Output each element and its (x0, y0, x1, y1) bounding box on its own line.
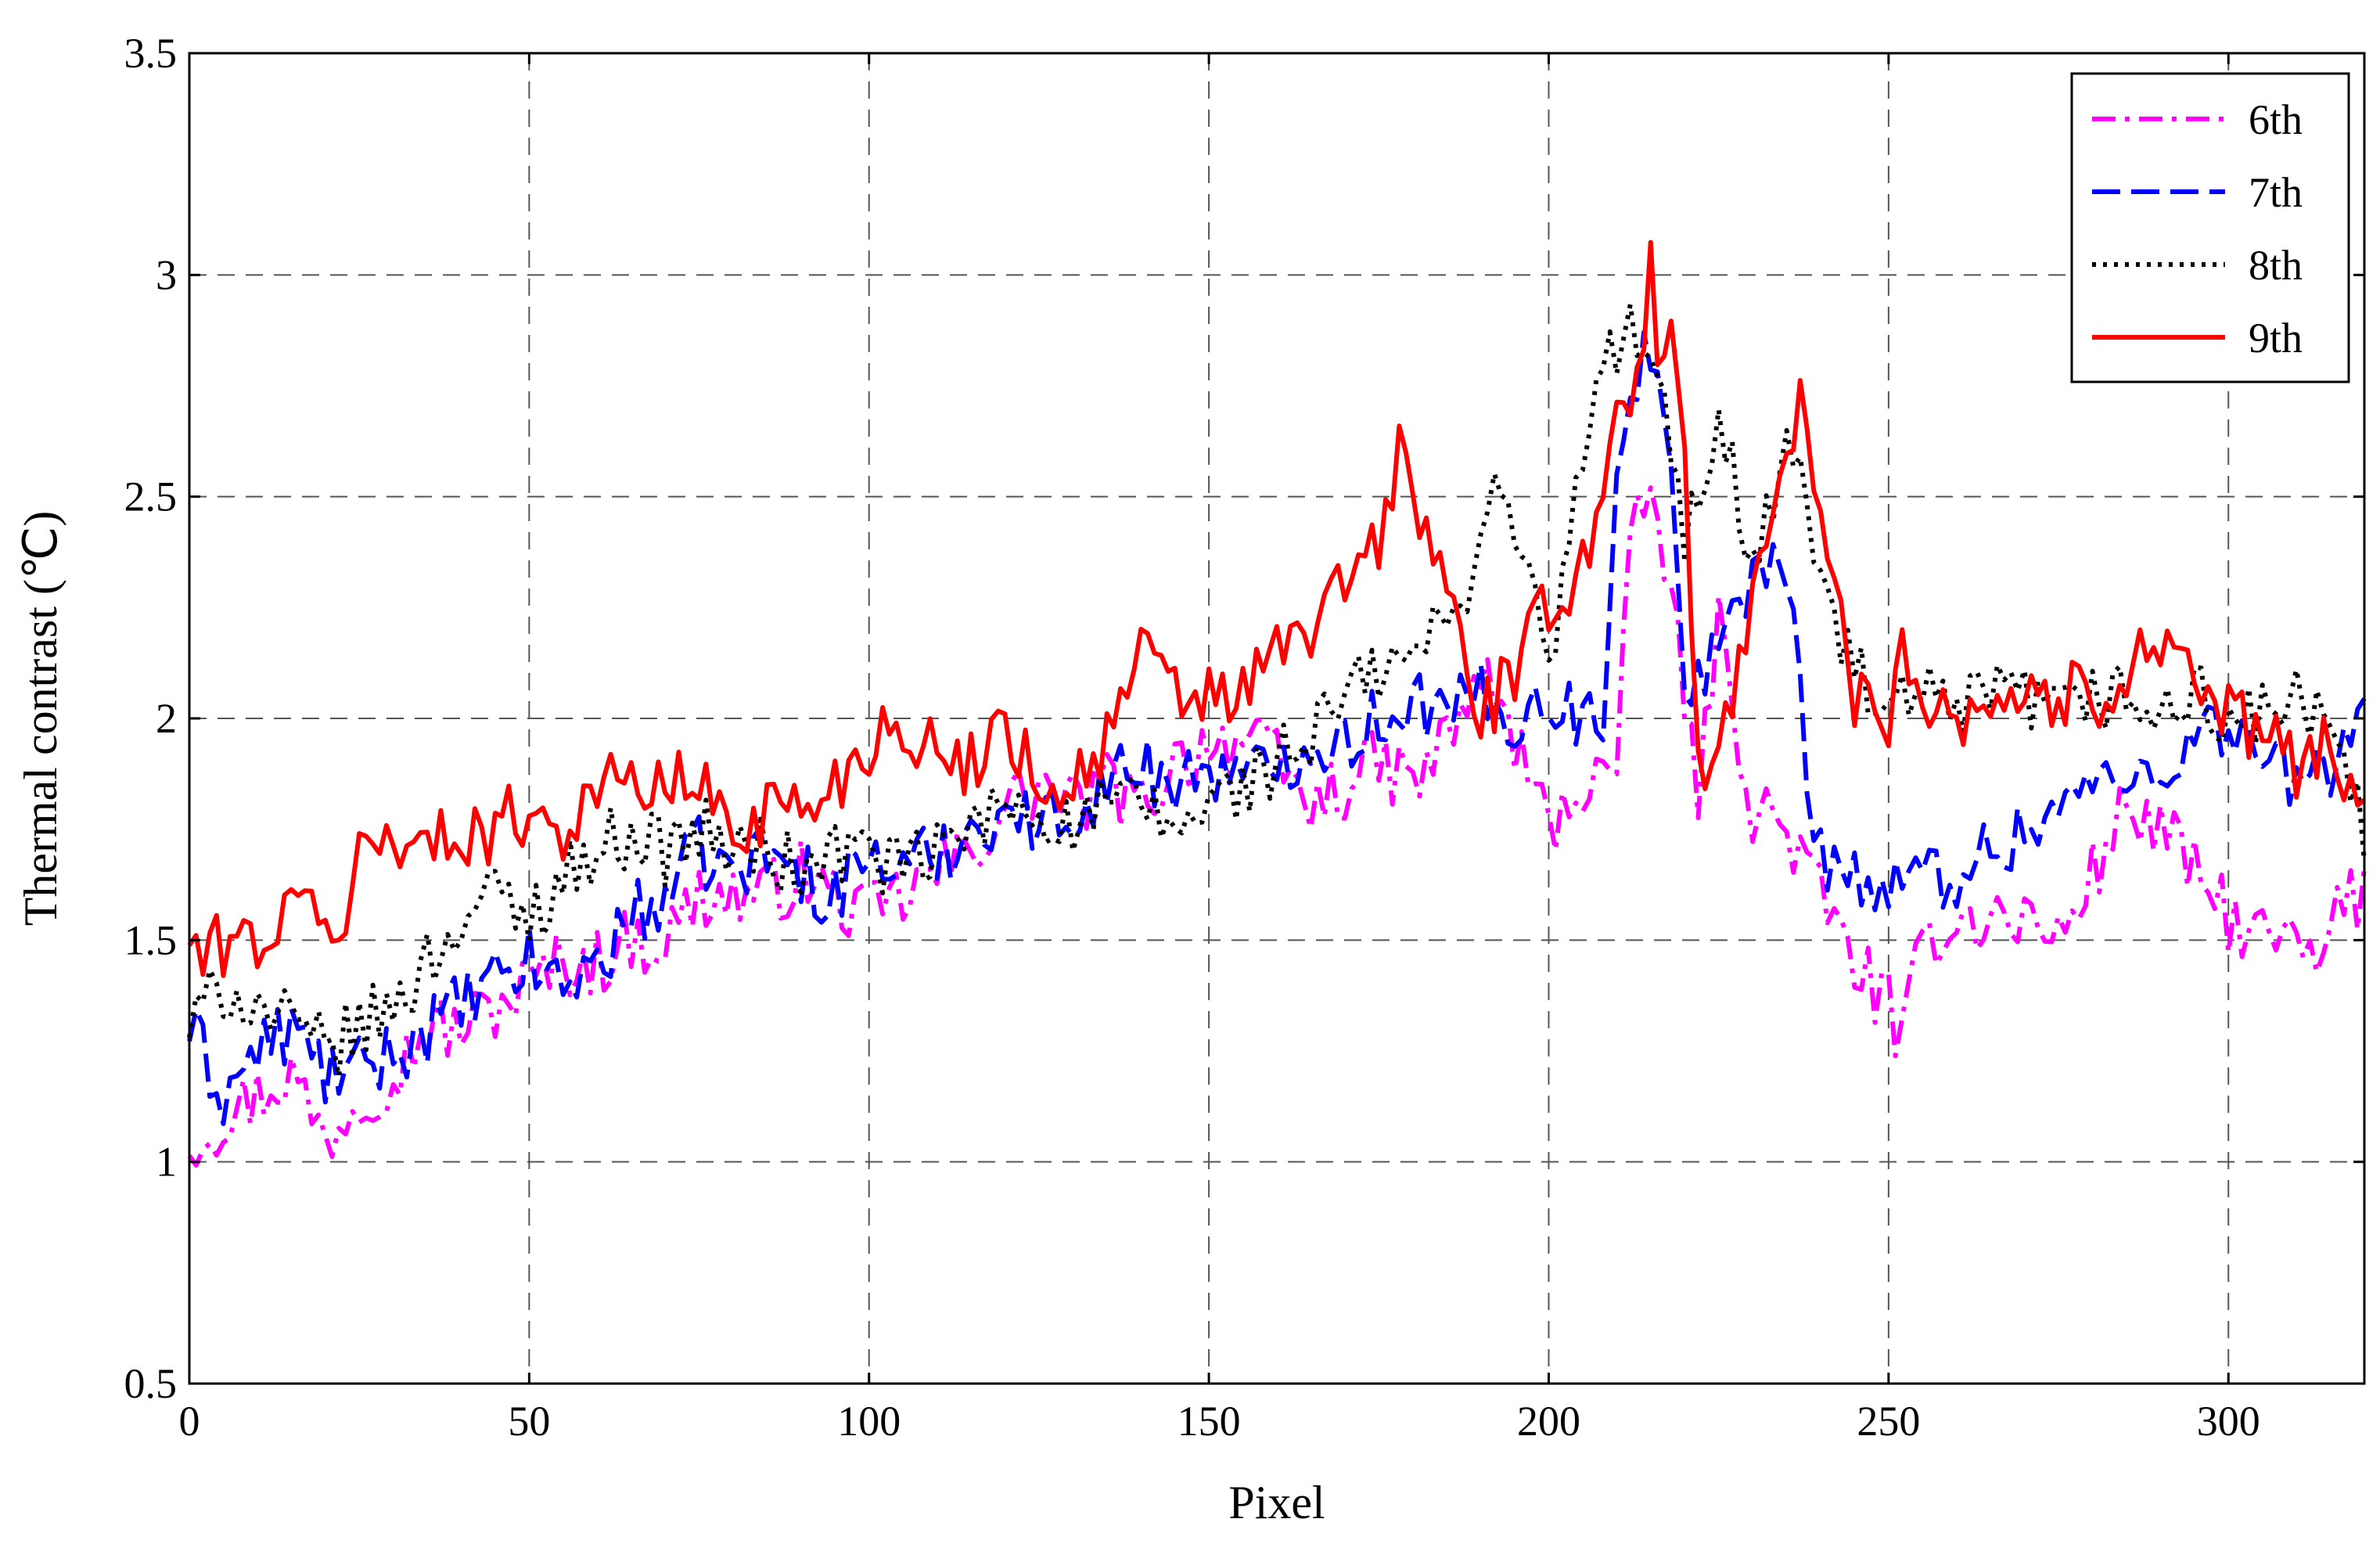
legend-label: 7th (2249, 169, 2303, 216)
y-tick-label: 2 (156, 695, 177, 742)
series-layer (187, 239, 2367, 1168)
series-line-6th (187, 485, 2367, 1168)
y-tick-label: 3.5 (124, 30, 178, 77)
x-tick-label: 50 (508, 1398, 550, 1445)
series-line-7th (187, 329, 2367, 1126)
y-tick-label: 0.5 (124, 1360, 178, 1407)
legend-label: 6th (2249, 96, 2303, 143)
x-tick-label: 250 (1857, 1398, 1920, 1445)
y-tick-label: 1 (156, 1139, 177, 1186)
y-axis-label: Thermal contrast (℃) (15, 511, 67, 927)
x-tick-label: 150 (1177, 1398, 1241, 1445)
x-tick-label: 0 (179, 1398, 200, 1445)
x-axis-label: Pixel (1228, 1477, 1325, 1528)
x-tick-label: 100 (837, 1398, 901, 1445)
x-tick-label: 300 (2197, 1398, 2260, 1445)
series-line-9th (187, 239, 2366, 978)
y-tick-label: 3 (156, 251, 177, 298)
legend-box (2070, 72, 2350, 383)
legend-label: 8th (2249, 242, 2303, 289)
legend-label: 9th (2249, 315, 2303, 362)
grid-lines (189, 53, 2364, 1384)
x-axis: 0 50 100 150 200 250 300 (179, 53, 2260, 1445)
y-tick-label: 1.5 (124, 916, 178, 963)
series-line-8th (187, 302, 2367, 1079)
y-tick-label: 2.5 (124, 473, 178, 520)
x-tick-label: 200 (1517, 1398, 1580, 1445)
legend: 6th 7th 8th 9th (2070, 72, 2350, 383)
y-axis: 0.5 1 1.5 2 2.5 3 3.5 (124, 30, 2364, 1407)
